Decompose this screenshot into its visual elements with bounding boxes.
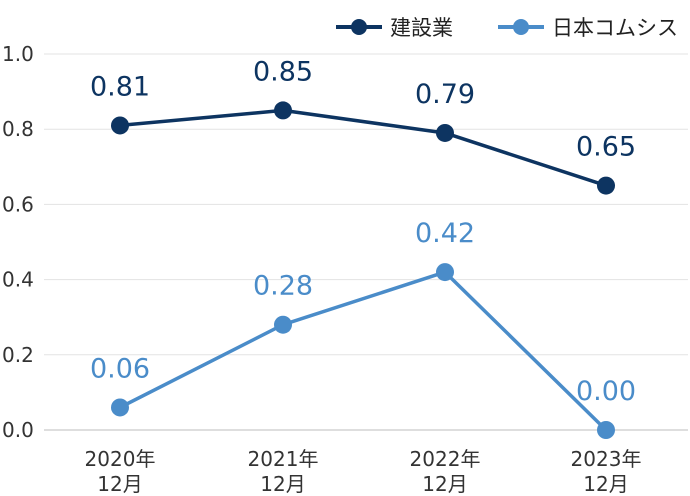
y-axis-ticks: 0.0 0.2 0.4 0.6 0.8 1.0 [2,42,34,442]
data-point [436,263,454,282]
data-point [274,101,292,120]
y-tick-label: 0.0 [2,418,34,442]
y-tick-label: 0.2 [2,343,34,367]
legend-label: 日本コムシス [552,16,678,40]
data-point [111,116,129,135]
y-tick-label: 1.0 [2,42,34,66]
y-tick-label: 0.8 [2,117,34,141]
grid-lines [44,53,688,431]
legend: 建設業 日本コムシス [336,16,678,40]
x-tick-label: 12月 [260,472,305,496]
data-point [436,123,454,142]
series-line [119,270,608,432]
x-tick-label: 2021年 [248,447,319,471]
data-point [597,421,615,439]
series-layer [111,101,615,439]
legend-item: 建設業 [336,16,453,40]
legend-marker [513,19,529,35]
y-tick-label: 0.4 [2,268,34,292]
x-tick-label: 2020年 [85,447,156,471]
x-tick-label: 12月 [97,472,142,496]
data-label: 0.06 [90,353,150,384]
legend-item: 日本コムシス [498,16,678,40]
data-labels-layer: 0.81 0.85 0.79 0.65 0.06 0.28 0.42 0.00 [90,56,636,407]
x-tick-label: 2023年 [571,447,642,471]
data-label: 0.79 [415,79,475,110]
x-tick-label: 2022年 [410,447,481,471]
data-point [111,398,129,417]
x-tick-label: 12月 [422,472,467,496]
data-label: 0.65 [576,132,636,163]
data-label: 0.81 [90,71,150,102]
data-label: 0.42 [415,218,475,249]
y-tick-label: 0.6 [2,192,34,216]
data-label: 0.00 [576,376,636,407]
data-point [274,315,292,334]
data-point [597,176,615,195]
legend-label: 建設業 [390,16,453,40]
x-tick-label: 12月 [583,472,628,496]
legend-marker [351,19,367,35]
data-label: 0.28 [253,271,313,302]
series-line [119,108,607,188]
data-label: 0.85 [253,56,313,87]
